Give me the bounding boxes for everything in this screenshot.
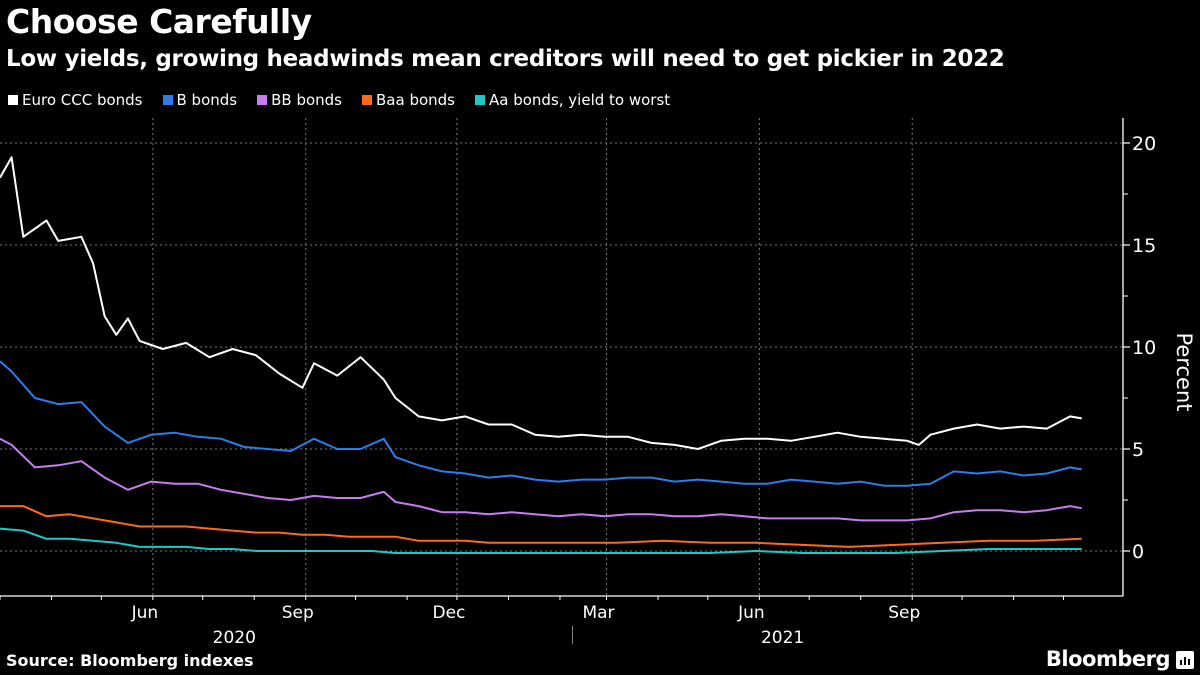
legend-item: Aa bonds, yield to worst [475,91,670,109]
legend-swatch [475,95,485,105]
legend-label: B bonds [176,91,238,109]
y-tick-label: 15 [1132,235,1156,257]
y-tick-label: 20 [1132,133,1156,155]
legend-item: Euro CCC bonds [8,91,143,109]
bloomberg-chart-icon [1176,651,1194,669]
series-line-b-bonds [0,360,1082,487]
legend-label: Baa bonds [376,91,455,109]
y-tick-label: 0 [1132,541,1144,563]
series-line-baa-bonds [0,505,1082,548]
series-line-bb-bonds [0,437,1082,522]
source-note: Source: Bloomberg indexes [6,651,254,670]
legend-swatch [257,95,268,105]
chart-subtitle: Low yields, growing headwinds mean credi… [6,46,1005,72]
legend-item: B bonds [162,91,238,109]
legend: Euro CCC bonds B bonds BB bonds Baa bonds Aa… [8,91,670,109]
y-tick-label: 5 [1132,439,1144,461]
legend-label: Aa bonds, yield to worst [489,91,671,109]
legend-item: BB bonds [257,91,342,109]
legend-swatch [8,95,18,105]
year-label: 2020 [213,628,256,648]
legend-item: Baa bonds [362,91,455,109]
x-tick-label: Dec [432,603,465,623]
y-tick-label: 10 [1132,337,1156,359]
x-tick-label: Sep [282,603,314,623]
brand-logo-text: Bloomberg [1045,647,1171,671]
series-line-euro-ccc-bonds [0,156,1082,450]
legend-swatch [162,95,173,105]
year-label: 2021 [761,628,804,648]
x-tick-label: Mar [582,603,614,623]
series-line-aa-bonds-yield-to-worst [0,527,1082,554]
x-tick-label: Jun [737,603,765,623]
legend-label: BB bonds [271,91,343,109]
x-tick-label: Sep [888,603,920,623]
legend-swatch [362,95,373,105]
legend-label: Euro CCC bonds [22,91,143,109]
chart-title: Choose Carefully [6,2,312,41]
y-axis-label: Percent [1172,332,1196,411]
x-tick-label: Jun [131,603,159,623]
